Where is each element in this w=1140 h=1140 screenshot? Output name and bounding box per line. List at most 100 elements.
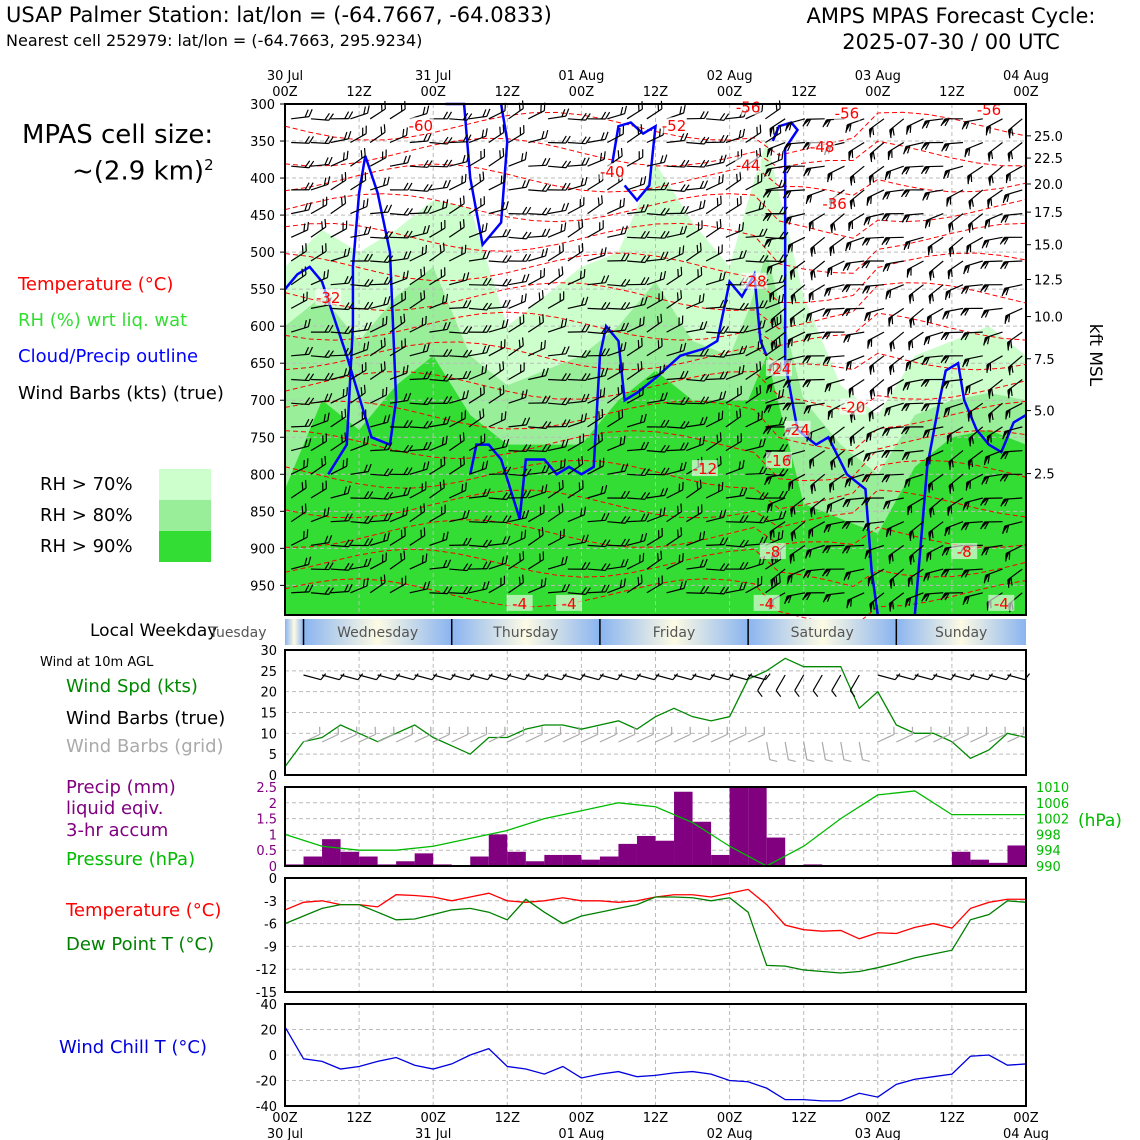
wind-barb-shaft <box>389 134 407 144</box>
wind-barb-flag <box>852 198 856 207</box>
wind-barb <box>310 480 327 499</box>
wind-barb-flag <box>446 159 453 168</box>
wind-barb-flag <box>709 673 716 681</box>
wind-barb-flag <box>402 128 405 138</box>
wind-barb-shaft <box>745 260 764 263</box>
wind-barb-flag <box>620 384 623 393</box>
wind-barb-shaft <box>686 250 702 262</box>
pressure-tick-label: 1010 <box>1036 781 1069 796</box>
wind-barb-shaft <box>705 516 724 523</box>
wind-barb-shaft <box>607 205 624 215</box>
wind-barb-flag <box>832 435 836 444</box>
wind-barb-flag <box>347 131 352 140</box>
wind-barb-shaft <box>449 161 467 167</box>
wind-barb <box>626 413 647 428</box>
wind-barb-shaft <box>547 209 566 215</box>
wind-barb-shaft <box>290 326 309 333</box>
wind-barb <box>666 290 683 309</box>
wind-barb-shaft <box>626 368 643 380</box>
wind-barb-shaft <box>768 260 786 268</box>
wind-barb-flag <box>427 421 433 429</box>
wind-barb <box>646 550 663 570</box>
wind-barb-flag <box>682 553 684 562</box>
wind-barb-shaft <box>986 118 1003 128</box>
wind-barb-shaft <box>840 741 845 760</box>
wind-barb-pennant <box>809 220 813 232</box>
wind-barb-shaft <box>409 426 428 429</box>
height-tick-label: 17.5 <box>1034 206 1063 221</box>
wind-barb <box>409 503 426 523</box>
wind-barb-flag <box>347 485 351 494</box>
wind-barb-shaft <box>706 568 725 572</box>
wind-barb-shaft <box>488 497 507 501</box>
wind-barb-flag <box>407 208 413 216</box>
wind-barb <box>646 338 663 357</box>
wind-barb <box>310 243 327 262</box>
wind-barb-flag <box>703 558 708 567</box>
wind-barb <box>370 512 393 523</box>
wind-barb-flag <box>526 444 532 452</box>
wind-barb-flag <box>304 160 311 168</box>
wind-barb-flag <box>697 506 699 515</box>
wind-barb-flag <box>600 275 606 284</box>
wind-barb <box>666 370 689 381</box>
wind-barb-flag <box>487 673 493 681</box>
wind-barb <box>488 535 511 546</box>
wind-barb-shaft <box>547 115 566 120</box>
y-tick-label: 1 <box>269 828 277 843</box>
wind-barb-flag <box>702 436 706 445</box>
wind-barb-flag <box>406 270 409 279</box>
wind-barb <box>508 389 528 404</box>
y-tick-label: -20 <box>256 1075 277 1090</box>
wind-barb-flag <box>308 438 312 447</box>
pressure-tick-label: 550 <box>250 283 275 298</box>
wind-barb <box>810 260 826 281</box>
wind-barb-shaft <box>562 674 581 681</box>
wind-barb-shaft <box>389 514 407 523</box>
wind-barb <box>330 131 352 144</box>
wind-barb-shaft <box>686 511 703 523</box>
wind-barb-flag <box>872 174 875 183</box>
wind-barb-shaft <box>508 107 524 120</box>
wind-barb-grid <box>414 726 432 743</box>
wind-barb-shaft <box>468 544 488 548</box>
wind-barb-flag <box>644 203 649 212</box>
pressure-tick-label: 750 <box>250 431 275 446</box>
wind-barb-flag <box>403 251 408 260</box>
wind-barb-flag <box>763 492 769 500</box>
wind-barb <box>567 393 590 404</box>
wind-barb-shaft <box>414 674 433 681</box>
wind-barb-flag <box>717 246 720 255</box>
temperature-legend: Temperature (°C) <box>66 900 222 921</box>
wind-barb-shaft <box>330 492 349 499</box>
wind-barb-flag <box>466 370 472 379</box>
wind-barb-flag <box>782 274 787 283</box>
wind-barb-shaft <box>370 303 388 309</box>
wind-barb-shaft <box>468 230 487 238</box>
wind-barb <box>646 230 670 239</box>
wind-barb-grid <box>618 726 636 743</box>
wind-barb-shaft <box>468 307 487 311</box>
wind-barb-flag <box>681 315 684 324</box>
precip-bar <box>618 843 637 866</box>
wind-barb-flag <box>699 136 706 145</box>
wind-barb-shaft <box>370 473 389 477</box>
wind-barb-flag <box>659 155 664 164</box>
wind-barb-shaft <box>770 307 786 321</box>
wind-barb-shaft <box>340 733 358 743</box>
wind-barb <box>409 343 430 357</box>
wind-barb-flag <box>525 509 530 519</box>
wind-barb-flag <box>723 299 729 308</box>
wind-barb-flag <box>738 366 741 375</box>
wind-barb-flag <box>482 581 486 590</box>
wind-barb-shaft <box>429 165 448 168</box>
wind-barb-shaft <box>310 163 329 167</box>
wind-barb-shaft <box>636 674 655 681</box>
wind-barb-shaft <box>291 141 310 144</box>
wind-barb-flag <box>545 421 552 429</box>
wind-barb-flag <box>363 226 368 235</box>
wind-barb <box>706 537 729 546</box>
wind-barb <box>290 243 307 262</box>
wind-barb <box>409 266 426 286</box>
wind-barb-shaft <box>587 492 606 499</box>
